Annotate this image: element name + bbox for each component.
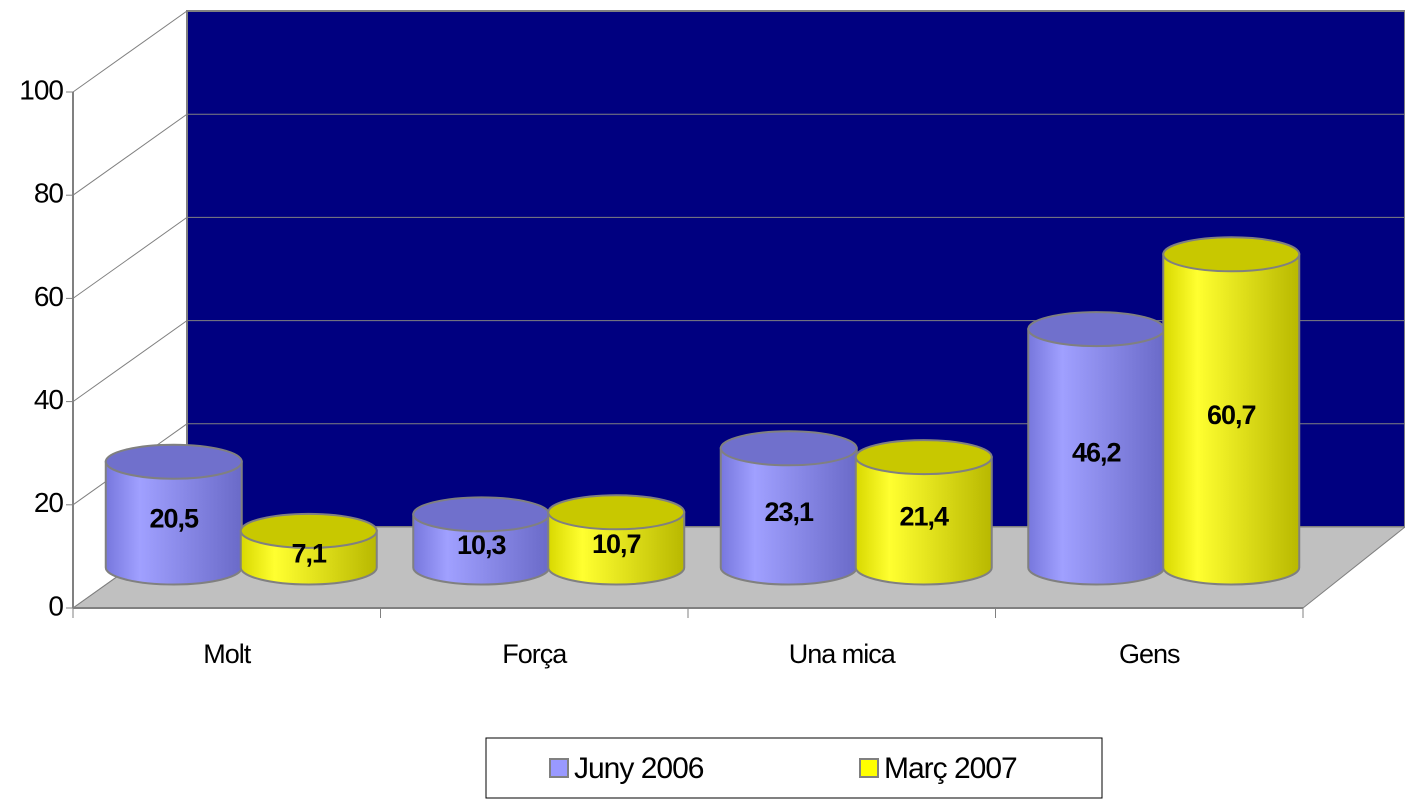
bar-top (239, 512, 378, 549)
bar (854, 456, 993, 586)
legend-swatch (859, 758, 879, 778)
bar-group: 10,7 (547, 494, 686, 586)
legend-label: Juny 2006 (574, 752, 704, 785)
legend-box (485, 737, 1103, 799)
data-label: 21,4 (899, 501, 949, 531)
grid-line (72, 320, 1405, 403)
bar-top (854, 439, 993, 476)
y-tick-label: 40 (34, 384, 64, 415)
y-tick-label: 80 (34, 178, 64, 209)
data-label: 7,1 (291, 538, 327, 568)
data-label: 60,7 (1207, 400, 1256, 430)
bar-group: 7,1 (239, 512, 378, 586)
bar-group: 20,5 (104, 443, 243, 586)
bar-group: 60,7 (1162, 236, 1301, 586)
x-tick-label: Gens (1119, 639, 1180, 669)
x-tick-label: Força (502, 639, 568, 669)
data-label: 23,1 (764, 497, 814, 527)
y-tick-label: 20 (34, 487, 64, 518)
bar (1027, 328, 1166, 586)
legend-label: Març 2007 (884, 752, 1017, 785)
bar (104, 460, 243, 586)
data-label: 10,3 (457, 530, 507, 560)
bar-top (412, 496, 551, 533)
x-tick-label: Una mica (789, 639, 897, 669)
legend: Juny 2006 Març 2007 (485, 737, 1103, 799)
data-label: 20,5 (149, 504, 199, 534)
bar (719, 447, 858, 586)
y-tick-label: 60 (34, 281, 64, 312)
bar-top (1162, 236, 1301, 273)
grid-line (72, 113, 1405, 196)
x-tick-label: Molt (203, 639, 252, 669)
bar-top (1027, 311, 1166, 348)
data-label: 46,2 (1072, 437, 1121, 467)
y-tick-label: 100 (19, 74, 63, 105)
bar-top (719, 430, 858, 467)
bar (547, 511, 686, 586)
bar (412, 513, 551, 586)
bar-top (547, 494, 686, 531)
y-tick-label: 0 (48, 590, 63, 621)
grid-line (72, 216, 1405, 299)
data-label: 10,7 (592, 529, 641, 559)
legend-swatch (549, 758, 569, 778)
bar-top (104, 443, 243, 480)
bar-group: 23,1 (719, 430, 858, 586)
bar (1162, 253, 1301, 586)
bar-group: 46,2 (1027, 311, 1166, 586)
bar-group: 10,3 (412, 496, 551, 586)
bar-group: 21,4 (854, 439, 993, 586)
grid-line (72, 10, 1405, 93)
